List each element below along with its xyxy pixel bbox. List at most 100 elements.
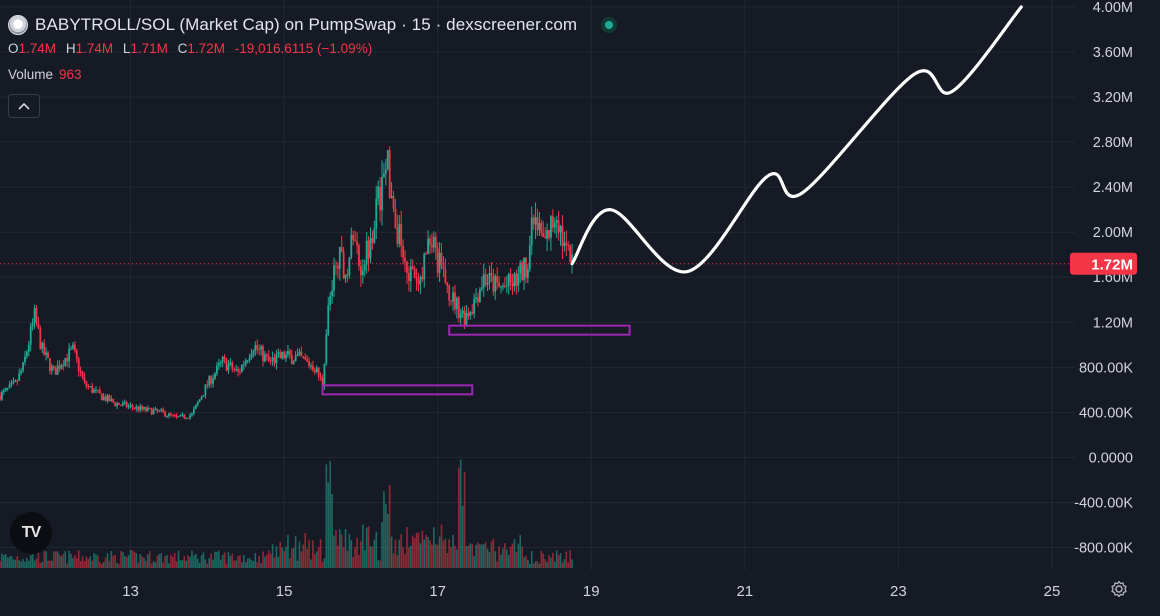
candle-body — [536, 217, 539, 231]
candle-body — [315, 367, 318, 373]
candle-body — [308, 361, 310, 366]
volume-bar — [388, 484, 391, 568]
x-tick-label: 13 — [122, 583, 139, 600]
volume-bar — [252, 561, 255, 568]
volume-bar — [363, 550, 366, 568]
tradingview-logo-icon[interactable]: TV — [10, 512, 52, 554]
candle-body — [296, 354, 299, 357]
candle-body — [517, 273, 520, 286]
volume-bar — [511, 543, 514, 568]
volume-bar — [6, 557, 9, 568]
volume-bar — [287, 534, 289, 568]
volume-bar — [415, 532, 418, 568]
volume-bar — [181, 560, 184, 568]
volume-bar — [116, 562, 118, 568]
candle-body — [550, 216, 552, 238]
candle-body — [33, 307, 36, 323]
volume-bar — [517, 543, 520, 568]
candle-body — [97, 389, 99, 391]
volume-bar — [26, 558, 28, 568]
candle-body — [421, 276, 424, 280]
volume-bar — [125, 557, 128, 568]
volume-bar — [70, 553, 72, 568]
volume-bar — [482, 544, 485, 568]
support-zone-box — [448, 324, 631, 336]
candle-body — [567, 244, 570, 246]
volume-bar — [162, 562, 164, 568]
candle-body — [344, 274, 347, 279]
candle-body — [20, 370, 23, 374]
candle-body — [313, 370, 316, 373]
volume-bar — [216, 551, 218, 568]
volume-bar — [260, 563, 262, 568]
candle-body — [27, 344, 30, 352]
candle-body — [183, 414, 186, 419]
candle-body — [365, 240, 368, 265]
candle-body — [419, 276, 422, 285]
candle-body — [223, 356, 226, 359]
x-tick-label: 25 — [1044, 583, 1061, 600]
y-tick-label: 800.00K — [1079, 360, 1133, 376]
volume-bar — [404, 553, 406, 568]
volume-bar — [402, 547, 404, 568]
volume-bar — [206, 563, 209, 568]
candle-body — [431, 244, 433, 248]
volume-bar — [1, 553, 3, 568]
volume-bar — [22, 559, 24, 568]
candle-body — [436, 248, 439, 273]
volume-bar — [39, 562, 42, 568]
candle-body — [106, 395, 109, 401]
candle-body — [463, 310, 466, 326]
settings-gear-icon[interactable] — [1108, 578, 1130, 600]
candle-body — [162, 409, 165, 412]
volume-bar — [436, 544, 439, 568]
volume-bar — [104, 557, 107, 568]
volume-bar — [77, 550, 80, 568]
volume-bar — [314, 554, 316, 568]
volume-bar — [540, 551, 543, 568]
collapse-legend-button[interactable] — [8, 94, 40, 118]
volume-bar — [571, 559, 573, 568]
volume-bar — [14, 559, 17, 568]
candle-body — [242, 364, 245, 366]
candle-body — [175, 415, 178, 417]
candle-body — [290, 354, 293, 364]
volume-bar — [507, 554, 510, 568]
candle-body — [292, 361, 295, 364]
candle-body — [202, 395, 205, 397]
candle-body — [212, 378, 214, 384]
volume-bar — [102, 562, 105, 568]
volume-bar — [141, 556, 143, 568]
volume-bar — [62, 554, 65, 568]
candle-body — [112, 398, 115, 403]
volume-bar — [56, 551, 59, 568]
last-price-tag — [1070, 252, 1137, 275]
candle-body — [68, 348, 71, 362]
candle-body — [29, 326, 32, 345]
candle-body — [85, 381, 88, 387]
candle-body — [335, 265, 337, 267]
candle-body — [139, 406, 142, 411]
candle-body — [500, 287, 502, 289]
volume-bar — [459, 459, 462, 568]
candle-body — [325, 334, 328, 364]
volume-bar — [321, 561, 324, 568]
volume-bar — [100, 563, 103, 568]
candle-body — [177, 416, 180, 418]
candle-body — [91, 386, 94, 393]
y-tick-label: 3.60M — [1093, 45, 1133, 61]
volume-bar — [112, 555, 115, 568]
volume-bar — [373, 539, 376, 568]
candle-body — [279, 352, 282, 359]
candle-body — [244, 360, 247, 365]
candle-body — [24, 356, 26, 363]
candle-body — [300, 351, 303, 357]
volume-bar — [266, 554, 268, 568]
candle-body — [356, 241, 358, 246]
volume-bar — [461, 505, 464, 568]
volume-bar — [431, 544, 433, 568]
candle-body — [450, 300, 453, 302]
volume-bar — [147, 554, 149, 568]
